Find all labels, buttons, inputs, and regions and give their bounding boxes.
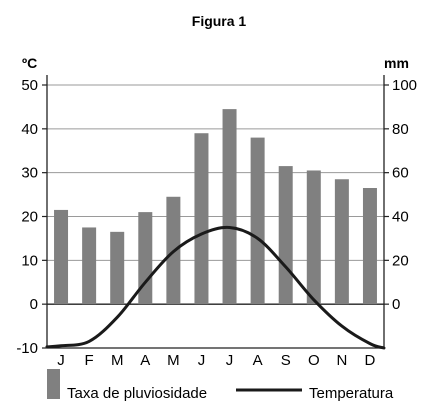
legend-label-precipitation: Taxa de pluviosidade — [67, 385, 207, 402]
right-tick-label: 100 — [392, 77, 417, 94]
precip-bar — [307, 170, 321, 304]
month-label: A — [253, 352, 263, 369]
legend-label-temperature: Temperatura — [309, 385, 394, 402]
precip-bar — [194, 133, 208, 304]
left-tick-label: 0 — [30, 296, 38, 313]
temperature-line — [47, 227, 384, 348]
month-label: N — [336, 352, 347, 369]
precip-bar — [279, 166, 293, 304]
precip-bar — [110, 232, 124, 304]
month-label: D — [365, 352, 376, 369]
month-label: M — [167, 352, 180, 369]
precip-bar — [54, 210, 68, 304]
precipitation-bars — [54, 109, 377, 304]
right-tick-label: 60 — [392, 165, 409, 182]
chart-title: Figura 1 — [192, 13, 247, 29]
left-tick-label: 30 — [21, 165, 38, 182]
left-tick-label: 20 — [21, 209, 38, 226]
right-axis-ticks: 0 20 40 60 80 100 — [384, 77, 417, 313]
gridlines — [47, 85, 384, 304]
plot-frame — [47, 75, 384, 348]
month-label: F — [85, 352, 94, 369]
month-label: S — [281, 352, 291, 369]
right-tick-label: 80 — [392, 121, 409, 138]
precip-bar — [251, 138, 265, 305]
month-label: J — [57, 352, 65, 369]
precip-bar — [335, 179, 349, 304]
right-tick-label: 20 — [392, 252, 409, 269]
precip-bar — [363, 188, 377, 304]
precip-bar — [223, 109, 237, 304]
left-tick-label: -10 — [16, 340, 38, 357]
legend-swatch-precipitation — [47, 369, 60, 399]
right-tick-label: 0 — [392, 296, 400, 313]
month-label: J — [198, 352, 206, 369]
month-label: J — [226, 352, 234, 369]
right-axis-unit: mm — [384, 55, 409, 71]
month-label: M — [111, 352, 124, 369]
left-tick-label: 40 — [21, 121, 38, 138]
month-label: O — [308, 352, 320, 369]
left-tick-label: 50 — [21, 77, 38, 94]
left-axis-ticks: -10 0 10 20 30 40 50 — [16, 77, 47, 357]
legend: Taxa de pluviosidade Temperatura — [47, 369, 394, 402]
left-tick-label: 10 — [21, 252, 38, 269]
left-axis-unit: ºC — [22, 55, 37, 71]
right-tick-label: 40 — [392, 209, 409, 226]
precip-bar — [82, 227, 96, 304]
month-label: A — [140, 352, 150, 369]
